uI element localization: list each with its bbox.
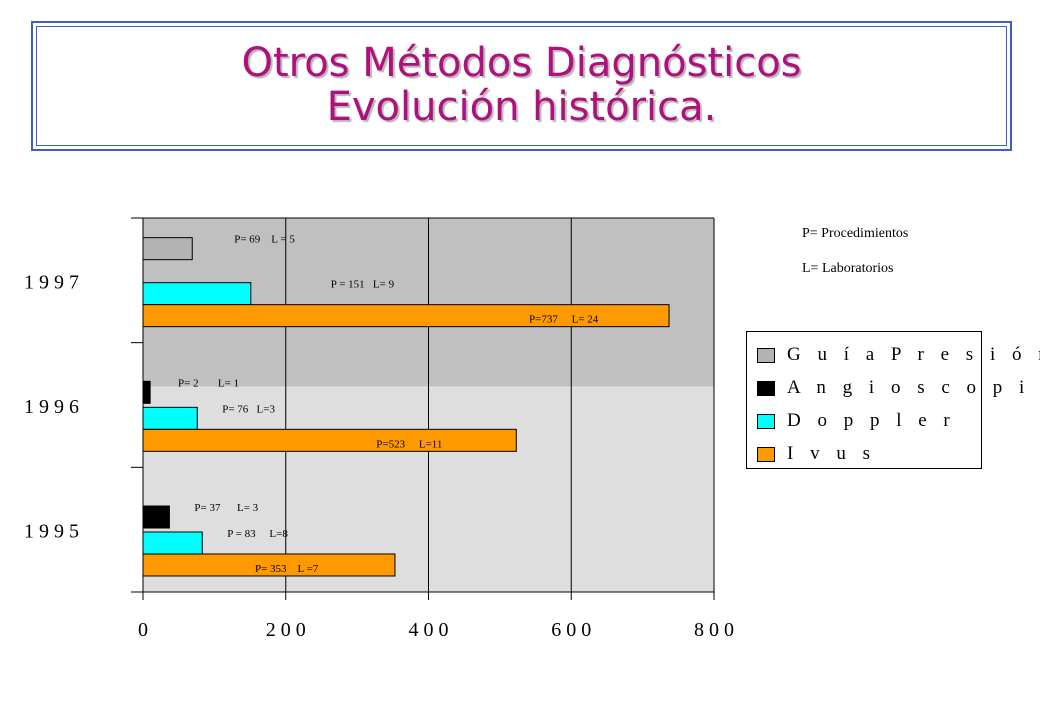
bar-label: P=737 L= 24	[529, 314, 599, 326]
legend-swatch	[757, 447, 775, 462]
bar	[142, 304, 670, 328]
bar	[142, 380, 151, 404]
category-label: 1 9 9 5	[24, 521, 79, 543]
legend-label: G u í a P r e s i ó n	[787, 344, 1040, 365]
category-label: 1 9 9 7	[24, 271, 79, 293]
bar	[142, 282, 252, 306]
legend-swatch	[757, 381, 775, 396]
bar-label: P= 37 L= 3	[194, 502, 258, 514]
legend-swatch	[757, 414, 775, 429]
bar-label: P = 83 L=8	[227, 528, 288, 540]
legend-label: D o p p l e r	[787, 410, 956, 431]
bar	[142, 237, 193, 261]
legend-label: A n g i o s c o p i o	[787, 377, 1040, 398]
bar	[142, 553, 396, 577]
legend: G u í a P r e s i ó n A n g i o s c o p …	[746, 331, 1040, 469]
note-laboratorios: L= Laboratorios	[802, 261, 894, 276]
category-label: 1 9 9 6	[24, 396, 79, 418]
bar-label: P= 69 L = 5	[234, 234, 295, 246]
title-frame-inner	[36, 26, 1007, 146]
legend-swatch	[757, 348, 775, 363]
legend-label: I v u s	[787, 443, 876, 464]
bar	[142, 406, 198, 430]
x-tick-label: 6 0 0	[551, 619, 591, 641]
bar	[142, 531, 203, 555]
bar	[142, 505, 170, 529]
x-tick-label: 8 0 0	[694, 619, 734, 641]
bar-label: P=523 L=11	[376, 438, 442, 450]
note-procedimientos: P= Procedimientos	[802, 226, 909, 241]
bar-label: P= 76 L=3	[222, 403, 275, 415]
bar	[142, 428, 517, 452]
bar-label: P = 151 L= 9	[331, 279, 395, 291]
title-line-2: Evolución histórica.	[326, 84, 717, 130]
title-frame: Otros Métodos Diagnósticos Evolución his…	[31, 21, 1012, 151]
bar-label: P= 353 L =7	[255, 563, 319, 575]
bar-label: P= 2 L= 1	[178, 377, 239, 389]
x-tick-label: 2 0 0	[266, 619, 306, 641]
x-tick-label: 0	[138, 619, 148, 641]
x-tick-label: 4 0 0	[409, 619, 449, 641]
title-line-1: Otros Métodos Diagnósticos	[241, 40, 802, 86]
